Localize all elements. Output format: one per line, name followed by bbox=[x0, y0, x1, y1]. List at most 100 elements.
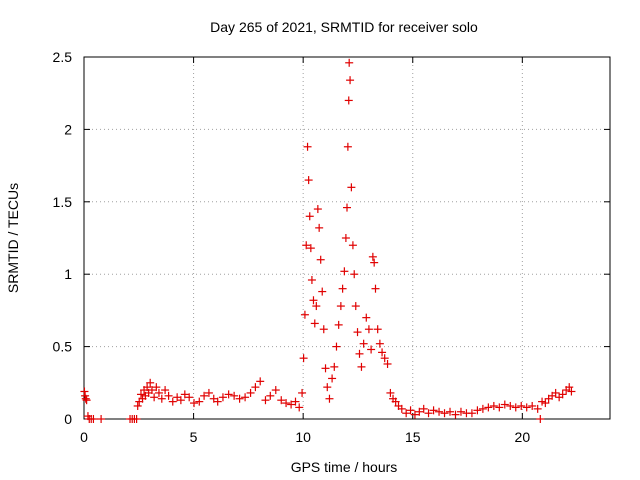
plus-marker-0-35 bbox=[195, 397, 204, 406]
plus-marker-0-106 bbox=[380, 354, 389, 363]
plus-marker-0-62 bbox=[305, 212, 314, 221]
plus-marker-0-12 bbox=[132, 415, 141, 423]
plus-marker-0-124 bbox=[456, 407, 465, 416]
plus-marker-0-78 bbox=[332, 342, 341, 351]
plus-marker-0-120 bbox=[435, 407, 444, 416]
plus-marker-0-26 bbox=[157, 394, 166, 403]
plus-marker-0-68 bbox=[313, 205, 322, 214]
chart-title: Day 265 of 2021, SRMTID for receiver sol… bbox=[210, 19, 478, 35]
plus-marker-0-87 bbox=[345, 58, 354, 67]
plus-marker-0-13 bbox=[133, 401, 142, 410]
plus-marker-0-114 bbox=[406, 406, 415, 415]
plus-marker-0-144 bbox=[551, 388, 560, 397]
y-tick-label-4: 2 bbox=[64, 121, 72, 137]
plus-marker-0-53 bbox=[287, 400, 296, 409]
plus-marker-0-33 bbox=[185, 393, 194, 402]
plus-marker-0-112 bbox=[397, 404, 406, 413]
plus-marker-0-44 bbox=[241, 393, 250, 402]
plus-marker-0-105 bbox=[378, 348, 387, 357]
plus-marker-0-59 bbox=[302, 241, 311, 250]
plus-marker-0-80 bbox=[336, 302, 345, 311]
x-tick-label-3: 15 bbox=[405, 429, 421, 445]
plus-marker-0-130 bbox=[489, 401, 498, 410]
plus-marker-0-64 bbox=[307, 275, 316, 284]
plus-marker-0-73 bbox=[321, 364, 330, 373]
plus-marker-0-40 bbox=[218, 393, 227, 402]
plus-marker-0-89 bbox=[347, 183, 356, 192]
plus-marker-0-128 bbox=[478, 404, 487, 413]
plus-marker-0-133 bbox=[506, 401, 515, 410]
plus-marker-0-84 bbox=[343, 203, 351, 212]
plus-marker-0-82 bbox=[340, 267, 349, 276]
plus-marker-0-74 bbox=[323, 383, 332, 392]
plus-marker-0-34 bbox=[190, 399, 199, 408]
plot-frame bbox=[83, 56, 611, 420]
plus-marker-0-42 bbox=[230, 391, 239, 400]
plus-marker-0-132 bbox=[500, 400, 509, 409]
x-tick-label-2: 10 bbox=[295, 429, 311, 445]
plus-marker-0-110 bbox=[391, 397, 400, 406]
plus-marker-0-72 bbox=[319, 325, 328, 334]
plus-marker-0-21 bbox=[146, 378, 155, 387]
plus-marker-0-3 bbox=[82, 396, 91, 405]
plus-marker-0-100 bbox=[368, 252, 377, 261]
plus-marker-0-8 bbox=[97, 415, 106, 423]
plus-marker-0-95 bbox=[357, 362, 366, 371]
plus-marker-0-67 bbox=[312, 302, 321, 311]
axis-tick-labels: 0 5 10 15 20 0 0.5 1 1.5 2 2.5 bbox=[53, 49, 531, 445]
plus-marker-0-104 bbox=[375, 339, 384, 348]
plus-marker-0-122 bbox=[446, 407, 455, 416]
plus-marker-0-101 bbox=[370, 258, 379, 267]
plus-marker-0-56 bbox=[298, 388, 307, 397]
plus-marker-0-148 bbox=[565, 383, 574, 392]
x-axis-label: GPS time / hours bbox=[291, 459, 398, 475]
plus-marker-0-94 bbox=[355, 349, 364, 358]
plus-marker-0-28 bbox=[164, 391, 173, 400]
plus-marker-0-47 bbox=[256, 377, 265, 386]
plus-marker-0-117 bbox=[419, 404, 428, 413]
plus-marker-0-63 bbox=[306, 244, 315, 253]
plus-marker-0-149 bbox=[567, 387, 576, 396]
plus-marker-0-97 bbox=[362, 313, 371, 322]
plus-marker-0-76 bbox=[328, 374, 337, 383]
y-tick-label-1: 0.5 bbox=[53, 339, 73, 355]
plus-marker-0-96 bbox=[359, 339, 368, 348]
x-tick-label-1: 5 bbox=[190, 429, 198, 445]
plus-marker-0-49 bbox=[266, 391, 275, 400]
plus-marker-0-116 bbox=[415, 407, 424, 416]
plus-marker-0-19 bbox=[143, 383, 152, 392]
plus-marker-0-115 bbox=[410, 410, 419, 419]
plus-marker-0-135 bbox=[517, 401, 526, 410]
plus-marker-0-45 bbox=[246, 388, 255, 397]
plus-marker-0-54 bbox=[291, 397, 300, 406]
plus-marker-0-113 bbox=[402, 409, 411, 418]
plus-marker-0-29 bbox=[168, 397, 177, 406]
plus-marker-0-66 bbox=[310, 319, 319, 328]
plus-marker-0-71 bbox=[318, 287, 327, 296]
plus-marker-0-69 bbox=[315, 223, 324, 232]
plus-marker-0-65 bbox=[309, 296, 318, 305]
x-tick-label-0: 0 bbox=[80, 429, 88, 445]
plus-marker-0-75 bbox=[325, 394, 334, 403]
plus-marker-0-23 bbox=[150, 393, 159, 402]
plus-marker-0-85 bbox=[343, 142, 352, 151]
plus-marker-0-36 bbox=[200, 391, 209, 400]
plus-marker-0-102 bbox=[371, 284, 380, 293]
plus-marker-0-43 bbox=[235, 394, 244, 403]
plus-marker-0-119 bbox=[429, 406, 438, 415]
plus-marker-0-90 bbox=[348, 241, 357, 250]
x-tick-label-4: 20 bbox=[515, 429, 531, 445]
plus-marker-0-83 bbox=[341, 234, 350, 242]
plus-marker-0-137 bbox=[528, 401, 537, 410]
plus-marker-0-31 bbox=[176, 396, 185, 405]
plus-marker-0-46 bbox=[251, 383, 260, 392]
plus-marker-0-126 bbox=[467, 409, 476, 418]
plus-marker-0-81 bbox=[338, 284, 347, 293]
plus-marker-0-86 bbox=[344, 96, 353, 105]
y-axis-label: SRMTID / TECUs bbox=[5, 183, 21, 293]
plus-marker-0-22 bbox=[147, 386, 156, 395]
plus-marker-0-24 bbox=[152, 383, 161, 392]
plus-marker-0-108 bbox=[386, 388, 395, 397]
plus-marker-0-50 bbox=[271, 386, 280, 395]
